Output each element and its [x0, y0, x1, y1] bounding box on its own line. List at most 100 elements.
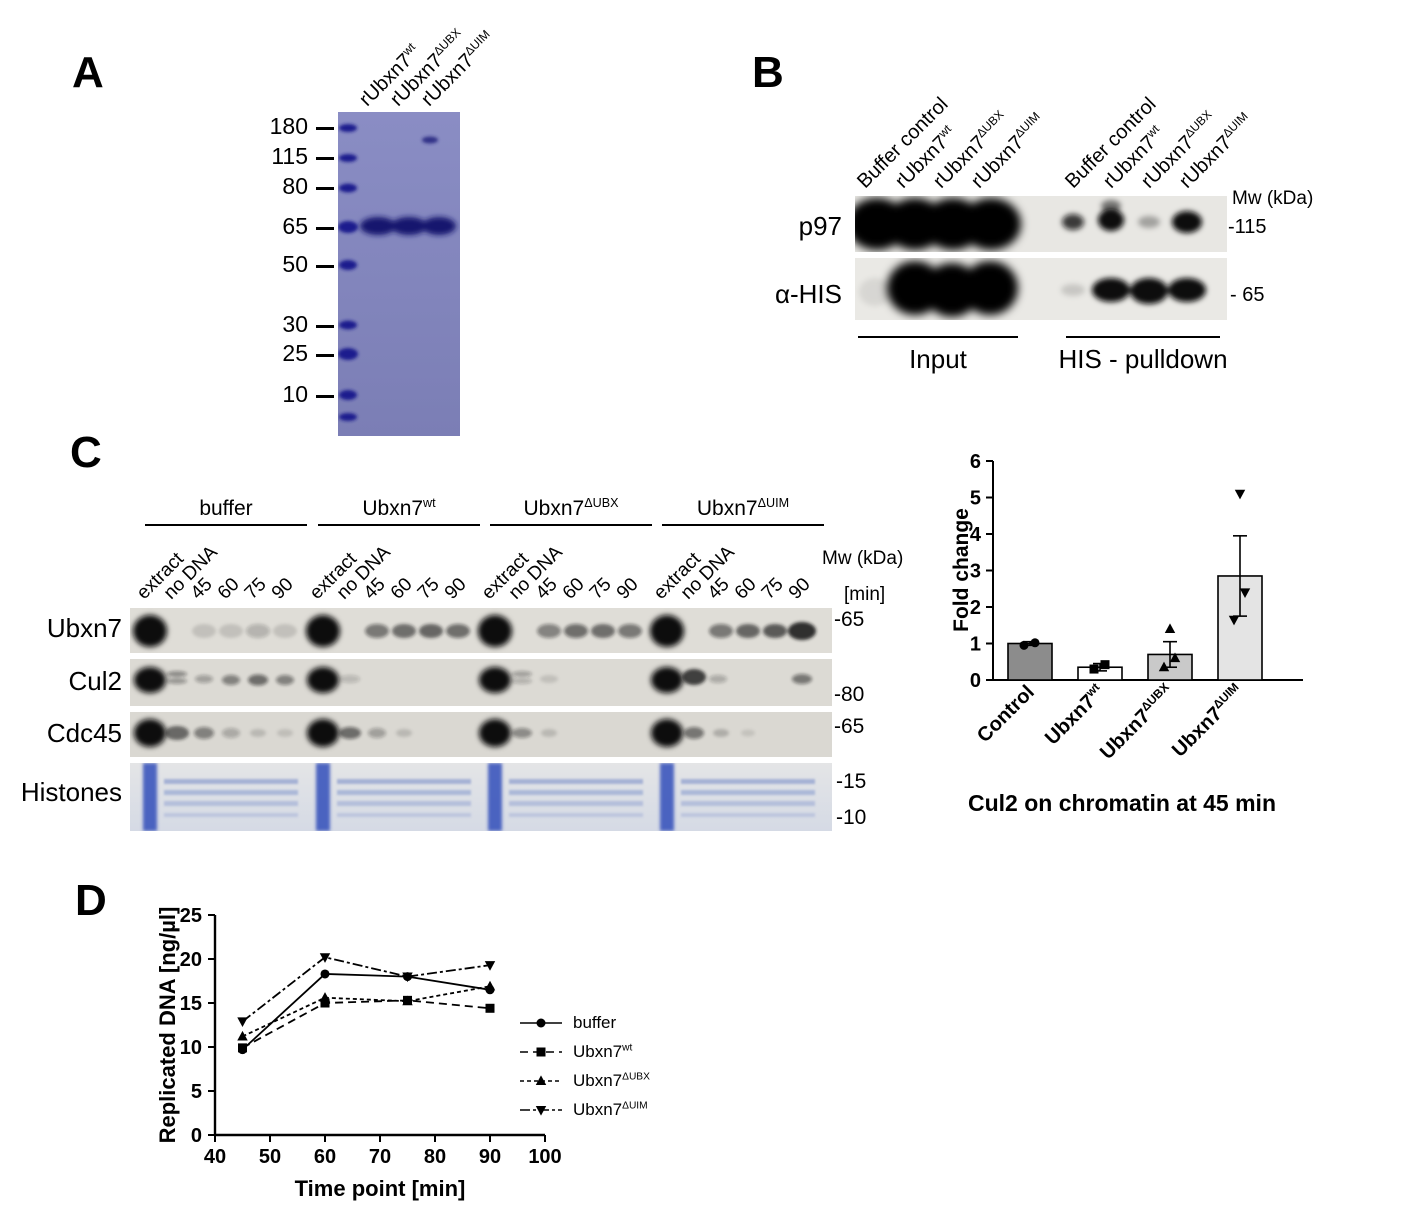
panel-c-lane-label: 75: [757, 573, 788, 604]
panel-c-lane-label: 60: [558, 573, 589, 604]
histones-mw-tick-15: -15: [836, 770, 867, 793]
panel-b-label: B: [752, 48, 784, 97]
mw-marker-tick: [316, 227, 334, 230]
panel-c-lane-label: 60: [386, 573, 417, 604]
mw-marker-label: 80: [282, 173, 308, 199]
panel-c-group-underline: [662, 524, 824, 526]
cul2-row-label: Cul2: [68, 666, 122, 696]
mw-marker-label: 10: [282, 381, 308, 407]
mw-marker-label: 30: [282, 311, 308, 337]
svg-text:2: 2: [970, 597, 981, 619]
legend-label: Ubxn7wt: [573, 1042, 633, 1061]
input-section-label: Input: [909, 344, 967, 374]
panel-c-group-header: Ubxn7wt: [362, 496, 436, 520]
legend-label: buffer: [573, 1013, 617, 1032]
svg-text:5: 5: [191, 1081, 202, 1103]
pulldown-underline: [1066, 336, 1220, 338]
mw-marker-tick: [316, 187, 334, 190]
panel-c-label: C: [70, 428, 102, 477]
bar-chart: 0 1 2 3 4 5 6: [970, 451, 1303, 692]
legend-item: Ubxn7ΔUIM: [518, 1100, 698, 1119]
anti-his-blot-image: [855, 258, 1227, 320]
legend-item: Ubxn7ΔUBX: [518, 1071, 698, 1090]
legend-label: Ubxn7ΔUIM: [573, 1100, 648, 1119]
panel-c-group-underline: [490, 524, 652, 526]
mw-marker-label: 25: [282, 340, 308, 366]
cdc45-row-label: Cdc45: [46, 718, 122, 748]
bar-chart-category-label: Ubxn7ΔUIM: [1168, 679, 1242, 762]
input-underline: [858, 336, 1018, 338]
mw-marker-label: 180: [269, 113, 308, 139]
bar-chart-title: Cul2 on chromatin at 45 min: [968, 790, 1276, 816]
panel-c-lane-label: 75: [413, 573, 444, 604]
mw-marker-label: 65: [282, 213, 308, 239]
panel-c-group-underline: [318, 524, 480, 526]
svg-text:90: 90: [479, 1146, 501, 1168]
svg-text:10: 10: [180, 1037, 202, 1059]
svg-text:40: 40: [204, 1146, 226, 1168]
svg-text:0: 0: [970, 670, 981, 692]
histones-row-label: Histones: [20, 777, 122, 807]
panel-c-lane-label: 60: [213, 573, 244, 604]
mw-marker-tick: [316, 354, 334, 357]
svg-text:0: 0: [191, 1125, 202, 1147]
svg-text:100: 100: [528, 1146, 561, 1168]
p97-mw-tick: -115: [1228, 216, 1267, 238]
mw-marker-tick: [316, 325, 334, 328]
his-mw-tick: - 65: [1230, 284, 1265, 306]
svg-text:3: 3: [970, 561, 981, 583]
panel-c-group-underline: [145, 524, 307, 526]
panel-c-group-header: Ubxn7ΔUBX: [523, 496, 619, 520]
ubxn7-mw-tick: -65: [834, 608, 865, 631]
p97-blot-image: [855, 196, 1227, 252]
mw-marker-tick: [316, 157, 334, 160]
ubxn7-row-label: Ubxn7: [46, 613, 122, 643]
panel-c-group-header: Ubxn7ΔUIM: [696, 496, 790, 520]
panel-c-lane-label: 75: [585, 573, 616, 604]
panel-c-lane-label: 90: [784, 573, 815, 604]
panel-c-lane-label: 75: [240, 573, 271, 604]
svg-text:80: 80: [424, 1146, 446, 1168]
mw-marker-tick: [316, 265, 334, 268]
legend-item: Ubxn7wt: [518, 1042, 698, 1061]
p97-row-label: p97: [798, 211, 842, 241]
histones-mw-tick-10: -10: [836, 806, 867, 829]
panel-c-lane-label: 90: [440, 573, 471, 604]
anti-his-row-label: α-HIS: [774, 279, 842, 309]
pulldown-section-label: HIS - pulldown: [1058, 344, 1228, 374]
svg-text:5: 5: [970, 488, 981, 510]
histones-gel-image: [130, 763, 832, 831]
svg-text:70: 70: [369, 1146, 391, 1168]
svg-text:4: 4: [970, 524, 982, 546]
panel-b-mw-title: Mw (kDa): [1232, 188, 1314, 209]
svg-text:60: 60: [314, 1146, 336, 1168]
svg-text:20: 20: [180, 949, 202, 971]
coomassie-gel-image: [338, 112, 460, 436]
legend-label: Ubxn7ΔUBX: [573, 1071, 650, 1090]
mw-marker-tick: [316, 127, 334, 130]
panel-c-lane-label: 90: [612, 573, 643, 604]
legend-marker-icon: [520, 1047, 562, 1057]
cul2-blot-image: [130, 659, 832, 706]
svg-text:15: 15: [180, 993, 202, 1015]
legend-marker-icon: [520, 1018, 562, 1028]
mw-marker-label: 50: [282, 251, 308, 277]
mw-marker-tick: [316, 395, 334, 398]
cul2-mw-tick: -80: [834, 683, 865, 706]
panel-c-min-label: [min]: [844, 584, 886, 605]
mw-marker-label: 115: [271, 143, 308, 169]
panel-c-lane-label: 90: [267, 573, 298, 604]
bar-chart-category-label: Ubxn7ΔUBX: [1095, 679, 1172, 764]
svg-text:25: 25: [180, 905, 202, 927]
line-chart-xlabel: Time point [min]: [294, 1176, 466, 1201]
line-chart-legend: buffer Ubxn7wt Ubxn7ΔUBX Ubxn7ΔUIM: [518, 1013, 698, 1130]
ubxn7-blot-image: [130, 608, 832, 653]
cdc45-blot-image: [130, 712, 832, 757]
legend-item: buffer: [518, 1013, 698, 1032]
line-chart-ylabel: Replicated DNA [ng/µl]: [155, 906, 180, 1144]
cdc45-mw-tick: -65: [834, 715, 865, 738]
panel-c-mw-title: Mw (kDa): [822, 548, 904, 569]
panel-a-label: A: [72, 48, 104, 97]
svg-text:1: 1: [970, 634, 981, 656]
